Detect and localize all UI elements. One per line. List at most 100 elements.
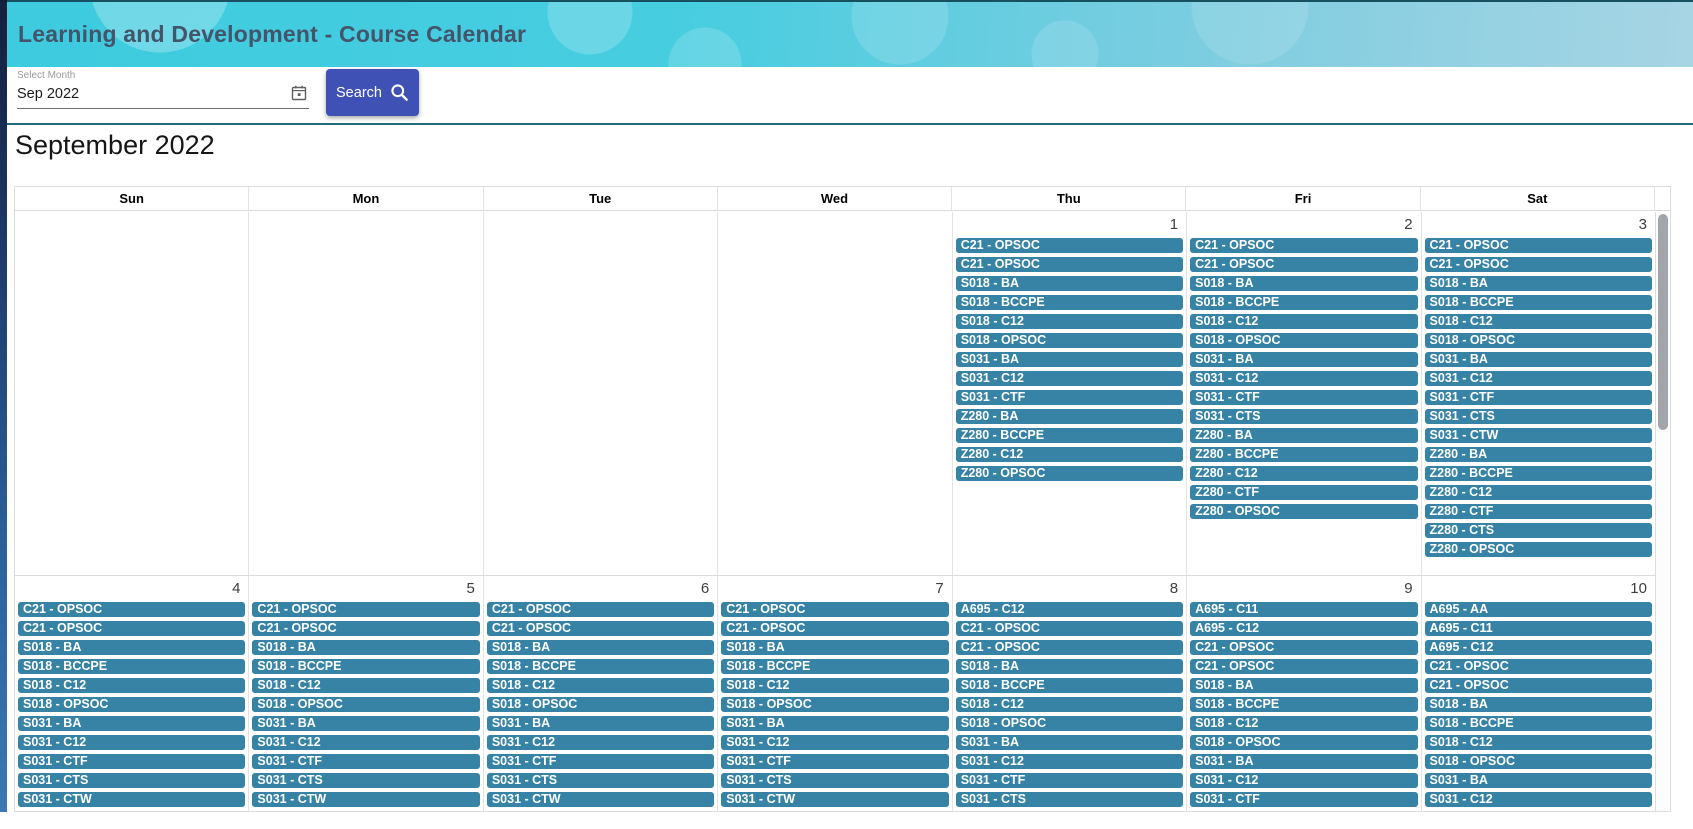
- event-chip[interactable]: S018 - BCCPE: [1423, 294, 1653, 311]
- event-chip[interactable]: S031 - CTF: [1423, 389, 1653, 406]
- event-chip[interactable]: Z280 - C12: [954, 446, 1185, 463]
- event-chip[interactable]: C21 - OPSOC: [1423, 237, 1653, 254]
- event-chip[interactable]: S018 - C12: [485, 677, 716, 694]
- event-chip[interactable]: S018 - OPSOC: [1189, 734, 1419, 751]
- event-chip[interactable]: S031 - CTW: [720, 791, 950, 808]
- event-chip[interactable]: S031 - BA: [17, 715, 247, 732]
- event-chip[interactable]: S018 - C12: [1189, 715, 1419, 732]
- event-chip[interactable]: C21 - OPSOC: [251, 601, 481, 618]
- event-chip[interactable]: S018 - BCCPE: [17, 658, 247, 675]
- event-chip[interactable]: S018 - C12: [1423, 313, 1653, 330]
- event-chip[interactable]: S031 - BA: [1189, 351, 1419, 368]
- event-chip[interactable]: S031 - CTF: [485, 753, 716, 770]
- event-chip[interactable]: Z280 - OPSOC: [1189, 503, 1419, 520]
- event-chip[interactable]: A695 - C11: [1189, 601, 1419, 618]
- month-input[interactable]: [17, 83, 309, 109]
- event-chip[interactable]: C21 - OPSOC: [485, 601, 716, 618]
- event-chip[interactable]: S031 - CTF: [1189, 389, 1419, 406]
- event-chip[interactable]: Z280 - BA: [1189, 427, 1419, 444]
- event-chip[interactable]: Z280 - CTF: [1423, 503, 1653, 520]
- event-chip[interactable]: A695 - C12: [1189, 620, 1419, 637]
- event-chip[interactable]: A695 - C12: [1423, 639, 1653, 656]
- event-chip[interactable]: S031 - C12: [485, 734, 716, 751]
- event-chip[interactable]: C21 - OPSOC: [954, 620, 1185, 637]
- event-chip[interactable]: S018 - BA: [954, 658, 1185, 675]
- event-chip[interactable]: S031 - CTF: [251, 753, 481, 770]
- event-chip[interactable]: S018 - OPSOC: [954, 332, 1185, 349]
- event-chip[interactable]: C21 - OPSOC: [1189, 256, 1419, 273]
- event-chip[interactable]: S018 - BA: [485, 639, 716, 656]
- event-chip[interactable]: S031 - C12: [720, 734, 950, 751]
- event-chip[interactable]: S031 - C12: [1423, 791, 1653, 808]
- event-chip[interactable]: A695 - C12: [954, 601, 1185, 618]
- event-chip[interactable]: S031 - CTF: [17, 753, 247, 770]
- event-chip[interactable]: S018 - BCCPE: [954, 677, 1185, 694]
- event-chip[interactable]: S018 - BA: [1423, 696, 1653, 713]
- event-chip[interactable]: S031 - C12: [1189, 772, 1419, 789]
- event-chip[interactable]: Z280 - C12: [1189, 465, 1419, 482]
- event-chip[interactable]: Z280 - OPSOC: [954, 465, 1185, 482]
- event-chip[interactable]: S018 - OPSOC: [17, 696, 247, 713]
- event-chip[interactable]: S018 - BA: [1423, 275, 1653, 292]
- event-chip[interactable]: Z280 - BA: [954, 408, 1185, 425]
- event-chip[interactable]: C21 - OPSOC: [720, 620, 950, 637]
- event-chip[interactable]: C21 - OPSOC: [1423, 677, 1653, 694]
- event-chip[interactable]: S031 - C12: [17, 734, 247, 751]
- event-chip[interactable]: S031 - C12: [1189, 370, 1419, 387]
- search-button[interactable]: Search: [326, 69, 419, 116]
- event-chip[interactable]: S031 - CTF: [954, 772, 1185, 789]
- event-chip[interactable]: C21 - OPSOC: [954, 639, 1185, 656]
- event-chip[interactable]: S031 - C12: [954, 753, 1185, 770]
- event-chip[interactable]: S031 - BA: [1423, 351, 1653, 368]
- event-chip[interactable]: S018 - BA: [1189, 275, 1419, 292]
- event-chip[interactable]: S018 - OPSOC: [485, 696, 716, 713]
- event-chip[interactable]: S031 - CTS: [17, 772, 247, 789]
- event-chip[interactable]: C21 - OPSOC: [720, 601, 950, 618]
- event-chip[interactable]: C21 - OPSOC: [17, 601, 247, 618]
- event-chip[interactable]: S031 - CTS: [485, 772, 716, 789]
- event-chip[interactable]: C21 - OPSOC: [1189, 658, 1419, 675]
- event-chip[interactable]: S031 - CTS: [954, 791, 1185, 808]
- event-chip[interactable]: S018 - C12: [1189, 313, 1419, 330]
- event-chip[interactable]: S018 - C12: [17, 677, 247, 694]
- event-chip[interactable]: S018 - BA: [1189, 677, 1419, 694]
- event-chip[interactable]: C21 - OPSOC: [251, 620, 481, 637]
- event-chip[interactable]: C21 - OPSOC: [17, 620, 247, 637]
- event-chip[interactable]: S031 - C12: [1423, 370, 1653, 387]
- event-chip[interactable]: C21 - OPSOC: [1189, 237, 1419, 254]
- event-chip[interactable]: Z280 - BCCPE: [1189, 446, 1419, 463]
- event-chip[interactable]: S018 - BCCPE: [1189, 294, 1419, 311]
- event-chip[interactable]: S018 - C12: [954, 696, 1185, 713]
- event-chip[interactable]: Z280 - C12: [1423, 484, 1653, 501]
- event-chip[interactable]: S018 - OPSOC: [1189, 332, 1419, 349]
- event-chip[interactable]: S018 - OPSOC: [954, 715, 1185, 732]
- event-chip[interactable]: S031 - CTF: [720, 753, 950, 770]
- event-chip[interactable]: S031 - BA: [954, 734, 1185, 751]
- event-chip[interactable]: C21 - OPSOC: [1189, 639, 1419, 656]
- event-chip[interactable]: S018 - OPSOC: [251, 696, 481, 713]
- event-chip[interactable]: S018 - C12: [251, 677, 481, 694]
- event-chip[interactable]: C21 - OPSOC: [1423, 658, 1653, 675]
- event-chip[interactable]: Z280 - OPSOC: [1423, 541, 1653, 558]
- event-chip[interactable]: S018 - OPSOC: [1423, 753, 1653, 770]
- event-chip[interactable]: S031 - CTS: [720, 772, 950, 789]
- event-chip[interactable]: Z280 - BCCPE: [1423, 465, 1653, 482]
- event-chip[interactable]: S018 - C12: [954, 313, 1185, 330]
- event-chip[interactable]: S031 - CTF: [1189, 791, 1419, 808]
- event-chip[interactable]: S031 - CTS: [1189, 408, 1419, 425]
- event-chip[interactable]: S031 - BA: [720, 715, 950, 732]
- event-chip[interactable]: C21 - OPSOC: [954, 256, 1185, 273]
- event-chip[interactable]: S031 - BA: [251, 715, 481, 732]
- event-chip[interactable]: C21 - OPSOC: [485, 620, 716, 637]
- event-chip[interactable]: S031 - BA: [1423, 772, 1653, 789]
- event-chip[interactable]: S018 - BA: [251, 639, 481, 656]
- event-chip[interactable]: S018 - BA: [954, 275, 1185, 292]
- event-chip[interactable]: S031 - CTW: [17, 791, 247, 808]
- event-chip[interactable]: S031 - CTS: [1423, 408, 1653, 425]
- scrollbar-thumb[interactable]: [1658, 214, 1668, 430]
- event-chip[interactable]: S018 - BA: [17, 639, 247, 656]
- event-chip[interactable]: S018 - OPSOC: [720, 696, 950, 713]
- event-chip[interactable]: S018 - OPSOC: [1423, 332, 1653, 349]
- event-chip[interactable]: S031 - C12: [251, 734, 481, 751]
- event-chip[interactable]: Z280 - CTF: [1189, 484, 1419, 501]
